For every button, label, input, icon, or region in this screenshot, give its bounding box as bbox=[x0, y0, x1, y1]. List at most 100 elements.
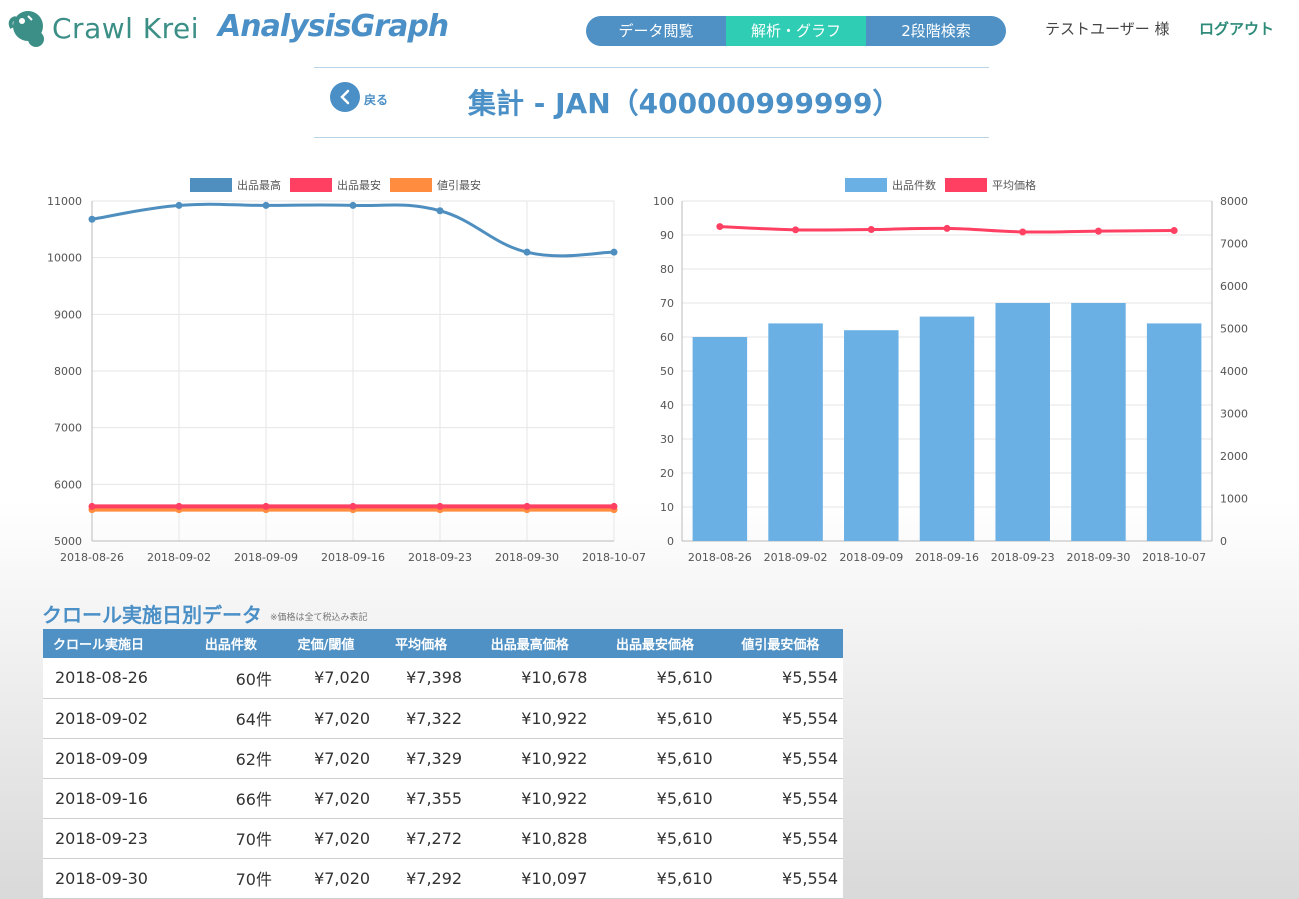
main-nav: データ閲覧 解析・グラフ 2段階検索 bbox=[586, 16, 1006, 46]
table-row: 2018-09-09 62件 ¥7,020 ¥7,329 ¥10,922 ¥5,610 ¥5… bbox=[43, 738, 843, 779]
data-point bbox=[436, 207, 444, 215]
data-point bbox=[88, 215, 96, 223]
legend-swatch bbox=[845, 178, 887, 192]
data-point bbox=[523, 502, 531, 510]
data-point bbox=[716, 223, 724, 231]
x-tick-label: 2018-09-30 bbox=[495, 551, 559, 564]
y-tick-label: 7000 bbox=[54, 422, 82, 435]
table-cell: 2018-09-02 bbox=[43, 698, 185, 739]
back-label: 戻る bbox=[364, 92, 389, 107]
crawl-data-table: クロール実施日 出品件数 定価/閾値 平均価格 出品最高価格 出品最安価格 値引最安価格 2… bbox=[43, 629, 843, 899]
table-cell: ¥7,292 bbox=[375, 858, 468, 899]
y-right-tick-label: 7000 bbox=[1220, 238, 1248, 251]
table-cell: 70件 bbox=[184, 858, 277, 899]
x-tick-label: 2018-08-26 bbox=[688, 551, 752, 564]
table-cell: ¥7,020 bbox=[276, 738, 376, 779]
table-cell: 2018-09-23 bbox=[43, 818, 185, 859]
column-header: 平均価格 bbox=[375, 629, 468, 658]
table-cell: ¥7,020 bbox=[276, 818, 376, 859]
column-header: 定価/閾値 bbox=[276, 629, 376, 658]
price-line-chart: 5000 6000 7000 8000 9000 10000 11000 2018-08-26… bbox=[30, 168, 650, 568]
tab-data-browse[interactable]: データ閲覧 bbox=[586, 16, 726, 46]
logo[interactable]: Crawl Krei bbox=[6, 6, 199, 50]
y-left-tick-label: 20 bbox=[660, 467, 674, 480]
data-point bbox=[262, 201, 270, 209]
back-arrow-icon bbox=[330, 82, 360, 112]
data-point bbox=[1094, 227, 1102, 235]
app-title: AnalysisGraph bbox=[218, 9, 449, 44]
table-cell: ¥5,554 bbox=[717, 738, 843, 779]
section-note: ※価格は全て税込み表記 bbox=[270, 613, 368, 623]
y-left-tick-label: 90 bbox=[660, 229, 674, 242]
table-cell: ¥10,922 bbox=[467, 778, 593, 819]
bar bbox=[1071, 303, 1126, 541]
data-point bbox=[610, 502, 618, 510]
table-cell: 62件 bbox=[184, 738, 277, 779]
y-tick-label: 11000 bbox=[47, 195, 82, 208]
y-left-tick-label: 40 bbox=[660, 399, 674, 412]
data-point bbox=[943, 224, 951, 232]
legend-label: 出品件数 bbox=[892, 178, 936, 192]
tab-two-step-search[interactable]: 2段階検索 bbox=[866, 16, 1006, 46]
bar bbox=[919, 316, 975, 541]
bar bbox=[768, 323, 823, 541]
table-cell: ¥10,828 bbox=[467, 818, 593, 859]
y-left-tick-label: 30 bbox=[660, 433, 674, 446]
page-title-bar: 戻る 集計 - JAN（400000999999） bbox=[314, 67, 989, 138]
y-right-tick-label: 2000 bbox=[1220, 450, 1248, 463]
back-button[interactable]: 戻る bbox=[330, 82, 388, 112]
legend-label: 平均価格 bbox=[992, 178, 1036, 192]
bar bbox=[692, 337, 748, 541]
table-cell: 2018-08-26 bbox=[43, 658, 185, 699]
x-tick-label: 2018-08-26 bbox=[60, 551, 124, 564]
x-tick-label: 2018-09-23 bbox=[991, 551, 1055, 564]
y-left-tick-label: 70 bbox=[660, 297, 674, 310]
x-tick-label: 2018-09-09 bbox=[839, 551, 903, 564]
table-cell: ¥7,398 bbox=[375, 658, 468, 699]
table-cell: ¥10,097 bbox=[467, 858, 593, 899]
table-cell: ¥7,355 bbox=[375, 778, 468, 819]
table-cell: ¥7,020 bbox=[276, 658, 376, 699]
table-cell: ¥5,554 bbox=[717, 658, 843, 699]
table-cell: 2018-09-16 bbox=[43, 778, 185, 819]
app-header: Crawl Krei AnalysisGraph データ閲覧 解析・グラフ 2段… bbox=[0, 0, 1299, 58]
data-point bbox=[349, 502, 357, 510]
legend-swatch bbox=[190, 178, 232, 192]
column-header: 出品最安価格 bbox=[592, 629, 718, 658]
count-avg-combo-chart: 0 10 20 30 40 50 60 70 80 90 100 0 1000 2000 3000 4000 5… bbox=[640, 168, 1260, 568]
user-name: テストユーザー 様 bbox=[1045, 20, 1170, 38]
column-header: 出品件数 bbox=[184, 629, 277, 658]
y-left-tick-label: 10 bbox=[660, 501, 674, 514]
chart-legend: 出品件数 平均価格 bbox=[845, 178, 1036, 192]
y-right-tick-label: 5000 bbox=[1220, 323, 1248, 336]
y-tick-label: 5000 bbox=[54, 535, 82, 548]
legend-label: 値引最安 bbox=[437, 178, 481, 192]
x-tick-label: 2018-09-02 bbox=[147, 551, 211, 564]
table-cell: ¥5,610 bbox=[592, 818, 718, 859]
x-tick-label: 2018-09-02 bbox=[764, 551, 828, 564]
y-right-tick-label: 3000 bbox=[1220, 408, 1248, 421]
chart-legend: 出品最高 出品最安 値引最安 bbox=[190, 178, 481, 192]
table-cell: ¥7,272 bbox=[375, 818, 468, 859]
data-point bbox=[349, 201, 357, 209]
table-cell: ¥5,610 bbox=[592, 738, 718, 779]
section-title: クロール実施日別データ bbox=[42, 603, 262, 627]
table-cell: 60件 bbox=[184, 658, 277, 699]
data-point bbox=[1170, 227, 1178, 235]
tab-analysis-graph[interactable]: 解析・グラフ bbox=[726, 16, 866, 46]
table-cell: ¥7,329 bbox=[375, 738, 468, 779]
legend-label: 出品最高 bbox=[237, 178, 281, 192]
x-tick-label: 2018-09-16 bbox=[915, 551, 979, 564]
page-title: 集計 - JAN（400000999999） bbox=[468, 87, 901, 120]
logout-link[interactable]: ログアウト bbox=[1199, 20, 1275, 38]
y-right-tick-label: 0 bbox=[1220, 535, 1227, 548]
legend-label: 出品最安 bbox=[337, 178, 381, 192]
data-point bbox=[867, 226, 875, 234]
table-cell: ¥5,554 bbox=[717, 698, 843, 739]
column-header: 値引最安価格 bbox=[717, 629, 843, 658]
chameleon-logo-icon bbox=[8, 11, 44, 47]
logo-text: Crawl Krei bbox=[52, 11, 200, 45]
table-cell: ¥7,020 bbox=[276, 698, 376, 739]
bar bbox=[844, 330, 899, 541]
bar bbox=[995, 303, 1050, 541]
